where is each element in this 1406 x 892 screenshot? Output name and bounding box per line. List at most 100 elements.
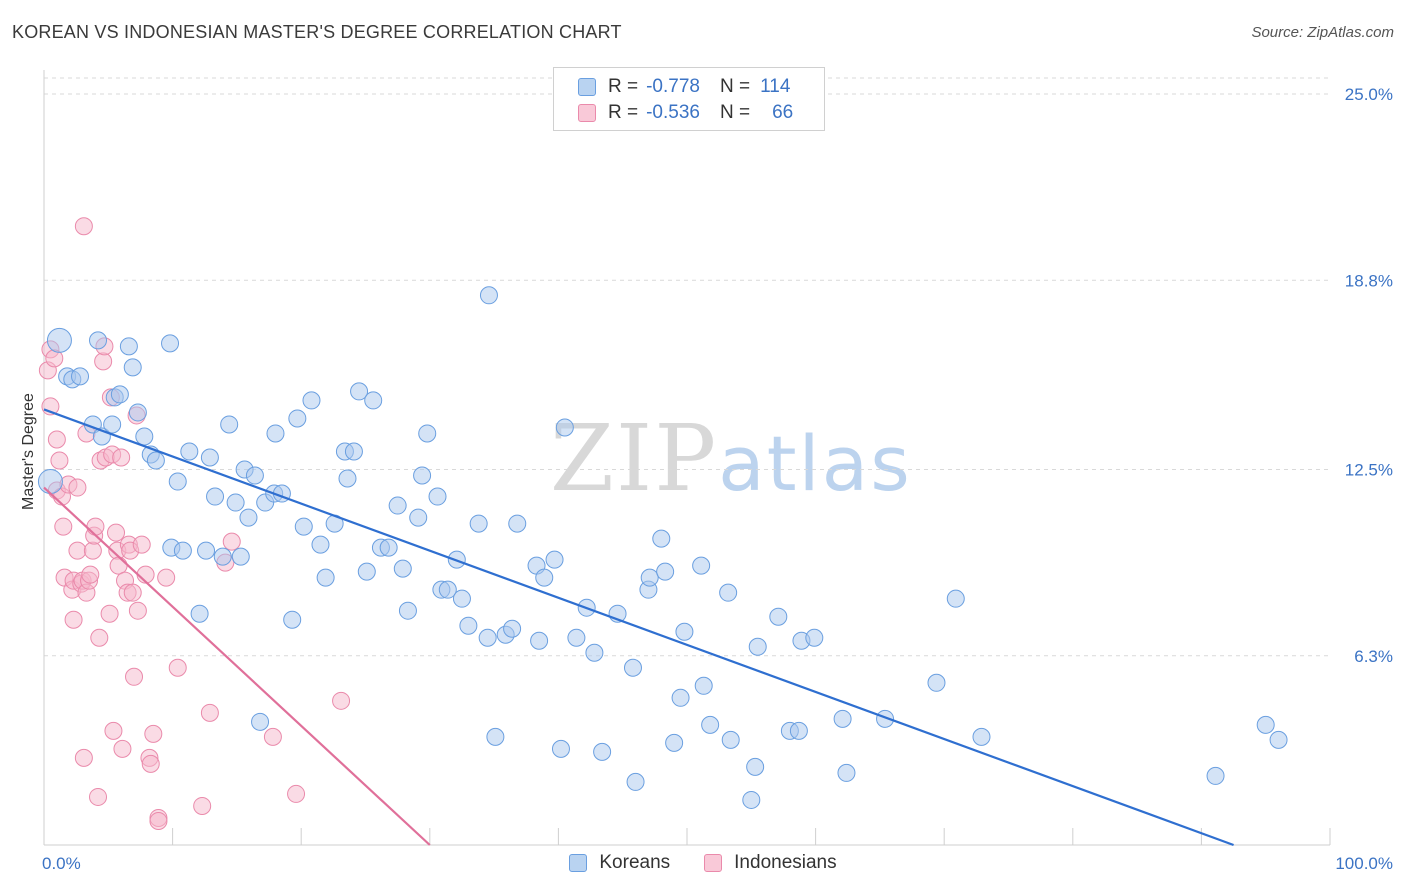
korean-point — [748, 637, 767, 656]
x-tick-label: 0.0% — [42, 854, 81, 873]
indonesian-point — [64, 610, 83, 629]
indonesian-point — [263, 727, 282, 746]
korean-point — [180, 442, 199, 461]
korean-point — [190, 604, 209, 623]
korean-point — [585, 643, 604, 662]
indonesian-point — [81, 565, 100, 584]
indonesian-point — [90, 628, 109, 647]
indonesian-point — [193, 796, 212, 815]
korean-point — [652, 529, 671, 548]
korean-point — [103, 415, 122, 434]
legend-swatch-indonesians — [704, 854, 723, 872]
korean-point — [769, 607, 788, 626]
legend-swatch-indonesians — [578, 104, 596, 122]
korean-point — [623, 658, 642, 677]
legend-n-value: 114 — [760, 76, 791, 97]
trend-lines — [43, 408, 1234, 847]
indonesian-point — [94, 352, 113, 371]
korean-point — [459, 616, 478, 635]
indonesian-point — [54, 517, 73, 536]
korean-point — [478, 628, 497, 647]
korean-point — [675, 622, 694, 641]
y-tick-label: 12.5% — [1345, 461, 1393, 480]
korean-point — [388, 496, 407, 515]
korean-point — [119, 337, 138, 356]
indonesian-point — [125, 667, 144, 686]
indonesian-point — [132, 535, 151, 554]
legend-item-koreans: Koreans — [569, 852, 670, 874]
indonesian-point — [141, 754, 160, 773]
korean-point — [452, 589, 471, 608]
indonesian-point — [68, 478, 87, 497]
indonesian-point — [107, 523, 126, 542]
korean-point — [135, 427, 154, 446]
korean-point — [701, 715, 720, 734]
korean-point — [200, 448, 219, 467]
indonesian-point — [104, 721, 123, 740]
y-tick-label: 6.3% — [1354, 647, 1393, 666]
legend-n-label: N = — [719, 76, 751, 97]
watermark-atlas: atlas — [718, 419, 912, 508]
indonesian-point — [86, 517, 105, 536]
indonesian-point — [168, 658, 187, 677]
axis-labels: 6.3% 12.5% 18.8% 25.0% 0.0% 100.0% Master's De… — [20, 85, 1393, 873]
korean-point — [206, 487, 225, 506]
y-tick-label: 18.8% — [1345, 271, 1393, 290]
korean-point — [226, 493, 245, 512]
indonesian-point — [68, 541, 87, 560]
korean-point — [656, 562, 675, 581]
korean-point — [742, 790, 761, 809]
korean-point — [837, 763, 856, 782]
indonesian-point — [222, 532, 241, 551]
korean-point — [350, 382, 369, 401]
korean-point — [746, 757, 765, 776]
legend-r-label: R = — [608, 76, 639, 97]
legend-row-koreans: R = -0.778 N = 114 — [578, 75, 790, 99]
korean-point — [37, 469, 63, 495]
korean-point — [946, 589, 965, 608]
korean-point — [168, 472, 187, 491]
korean-point — [311, 535, 330, 554]
korean-point — [239, 508, 258, 527]
y-tick-label: 25.0% — [1345, 85, 1393, 104]
grid-lines — [44, 77, 1330, 657]
korean-point — [469, 514, 488, 533]
korean-point — [220, 415, 239, 434]
korean-point — [89, 331, 108, 350]
korean-point — [479, 286, 498, 305]
korean-point — [535, 568, 554, 587]
source-label: Source: ZipAtlas.com — [1251, 24, 1394, 41]
indonesian-point — [113, 739, 132, 758]
korean-point — [71, 367, 90, 386]
indonesian-point — [47, 430, 66, 449]
korean-point — [530, 631, 549, 650]
korean-point — [251, 712, 270, 731]
korean-point — [567, 628, 586, 647]
korean-point — [161, 334, 180, 353]
korean-point — [876, 709, 895, 728]
korean-point — [789, 721, 808, 740]
legend-row-indonesians: R = -0.536 N = 66 — [578, 101, 793, 125]
chart-title: KOREAN VS INDONESIAN MASTER'S DEGREE COR… — [12, 22, 622, 42]
legend-item-indonesians: Indonesians — [704, 852, 837, 874]
korean-point — [508, 514, 527, 533]
indonesian-point — [100, 604, 119, 623]
korean-point — [231, 547, 250, 566]
korean-point — [972, 727, 991, 746]
indonesian-point — [50, 451, 69, 470]
indonesian-point — [112, 448, 131, 467]
korean-point — [245, 466, 264, 485]
korean-point — [719, 583, 738, 602]
korean-point — [694, 676, 713, 695]
series-legend: Koreans Indonesians — [0, 852, 1406, 874]
korean-point — [626, 772, 645, 791]
korean-point — [927, 673, 946, 692]
legend-r-label: R = — [608, 102, 639, 123]
korean-point — [409, 508, 428, 527]
indonesian-point — [83, 541, 102, 560]
korean-point — [551, 739, 570, 758]
korean-point — [344, 442, 363, 461]
axes — [43, 70, 1331, 846]
korean-point — [283, 610, 302, 629]
legend-swatch-koreans — [569, 854, 588, 872]
